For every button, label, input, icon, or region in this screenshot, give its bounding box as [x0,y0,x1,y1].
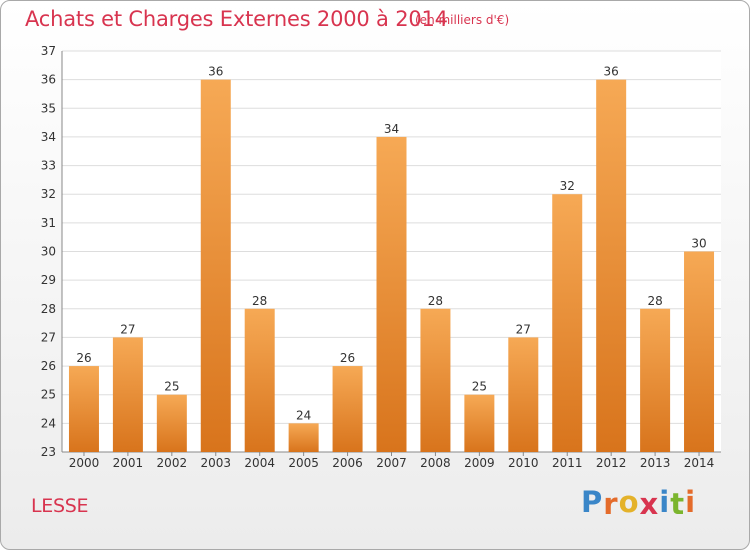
x-tick-label: 2002 [157,456,188,470]
y-tick-label: 31 [41,216,56,230]
logo-letter: o [618,485,640,519]
bar-value-label: 34 [384,122,399,136]
bar-value-label: 36 [208,65,223,79]
bar [244,308,275,452]
y-tick-label: 23 [41,445,56,459]
y-tick-label: 33 [41,159,56,173]
x-tick-label: 2012 [596,456,627,470]
bar-value-label: 30 [691,237,706,251]
bar [640,308,671,452]
logo-letter: t [670,487,686,521]
logo-letter: P [581,485,604,519]
x-tick-label: 2009 [464,456,495,470]
bar-value-label: 27 [120,322,135,336]
y-tick-label: 29 [41,273,56,287]
x-tick-label: 2004 [244,456,275,470]
bar-value-label: 28 [647,294,662,308]
y-tick-label: 26 [41,359,56,373]
x-tick-label: 2000 [69,456,100,470]
bar [200,79,231,453]
y-tick-label: 24 [41,416,56,430]
bar [684,251,715,452]
y-tick-label: 32 [41,187,56,201]
x-tick-label: 2006 [332,456,363,470]
y-tick-label: 28 [41,302,56,316]
bar-value-label: 36 [604,65,619,79]
logo-letter: i [659,485,671,519]
bar [376,136,407,452]
bar-value-label: 25 [164,380,179,394]
x-tick-label: 2013 [640,456,671,470]
bar [332,366,363,452]
bar-value-label: 28 [428,294,443,308]
bar-value-label: 27 [516,322,531,336]
y-tick-label: 34 [41,130,56,144]
bar [464,394,495,452]
x-tick-label: 2003 [200,456,231,470]
y-tick-label: 35 [41,101,56,115]
x-tick-label: 2010 [508,456,539,470]
commune-name: LESSE [31,495,89,517]
bar-layer [68,79,715,453]
bar-value-label: 26 [76,351,91,365]
x-tick-label: 2011 [552,456,583,470]
logo-letter: i [685,485,697,519]
x-tick-label: 2014 [684,456,715,470]
x-tick-label: 2001 [113,456,144,470]
bar-value-label: 24 [296,408,311,422]
bar [552,194,583,452]
chart-title: Achats et Charges Externes 2000 à 2014 [25,7,448,31]
logo-letter: x [639,487,660,521]
bar [508,337,539,452]
x-tick-label: 2007 [376,456,407,470]
bar-value-label: 28 [252,294,267,308]
y-tick-label: 37 [41,44,56,58]
y-tick-label: 36 [41,73,56,87]
x-tick-label: 2008 [420,456,451,470]
logo-letter: r [603,487,619,521]
proxiti-logo: Proxiti [581,485,697,521]
label-layer: 26 27 25 36 28 24 26 34 28 25 27 32 36 28 30 [76,65,706,423]
bar-value-label: 25 [472,380,487,394]
y-tick-label: 30 [41,245,56,259]
bar-value-label: 32 [560,179,575,193]
x-tick-label: 2005 [288,456,319,470]
bar [420,308,451,452]
y-tick-label: 27 [41,330,56,344]
bar [288,423,319,452]
bar-value-label: 26 [340,351,355,365]
bar [68,366,99,452]
y-tick-label: 25 [41,388,56,402]
bar [596,79,627,453]
chart-unit: (en milliers d'€) [415,13,510,27]
bar [156,394,187,452]
bar [112,337,143,452]
